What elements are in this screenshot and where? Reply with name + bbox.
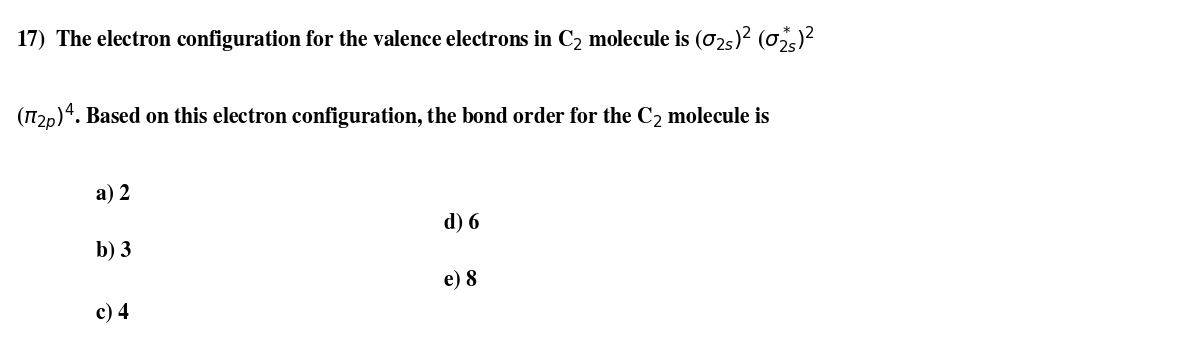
Text: c) 4: c) 4: [96, 303, 128, 324]
Text: e) 8: e) 8: [444, 270, 476, 291]
Text: a) 2: a) 2: [96, 184, 130, 205]
Text: 17)  The electron configuration for the valence electrons in C$_2$ molecule is (: 17) The electron configuration for the v…: [16, 25, 815, 57]
Text: d) 6: d) 6: [444, 213, 479, 234]
Text: ($\pi_{2p})^4$. Based on this electron configuration, the bond order for the C$_: ($\pi_{2p})^4$. Based on this electron c…: [16, 101, 770, 133]
Text: b) 3: b) 3: [96, 242, 131, 262]
